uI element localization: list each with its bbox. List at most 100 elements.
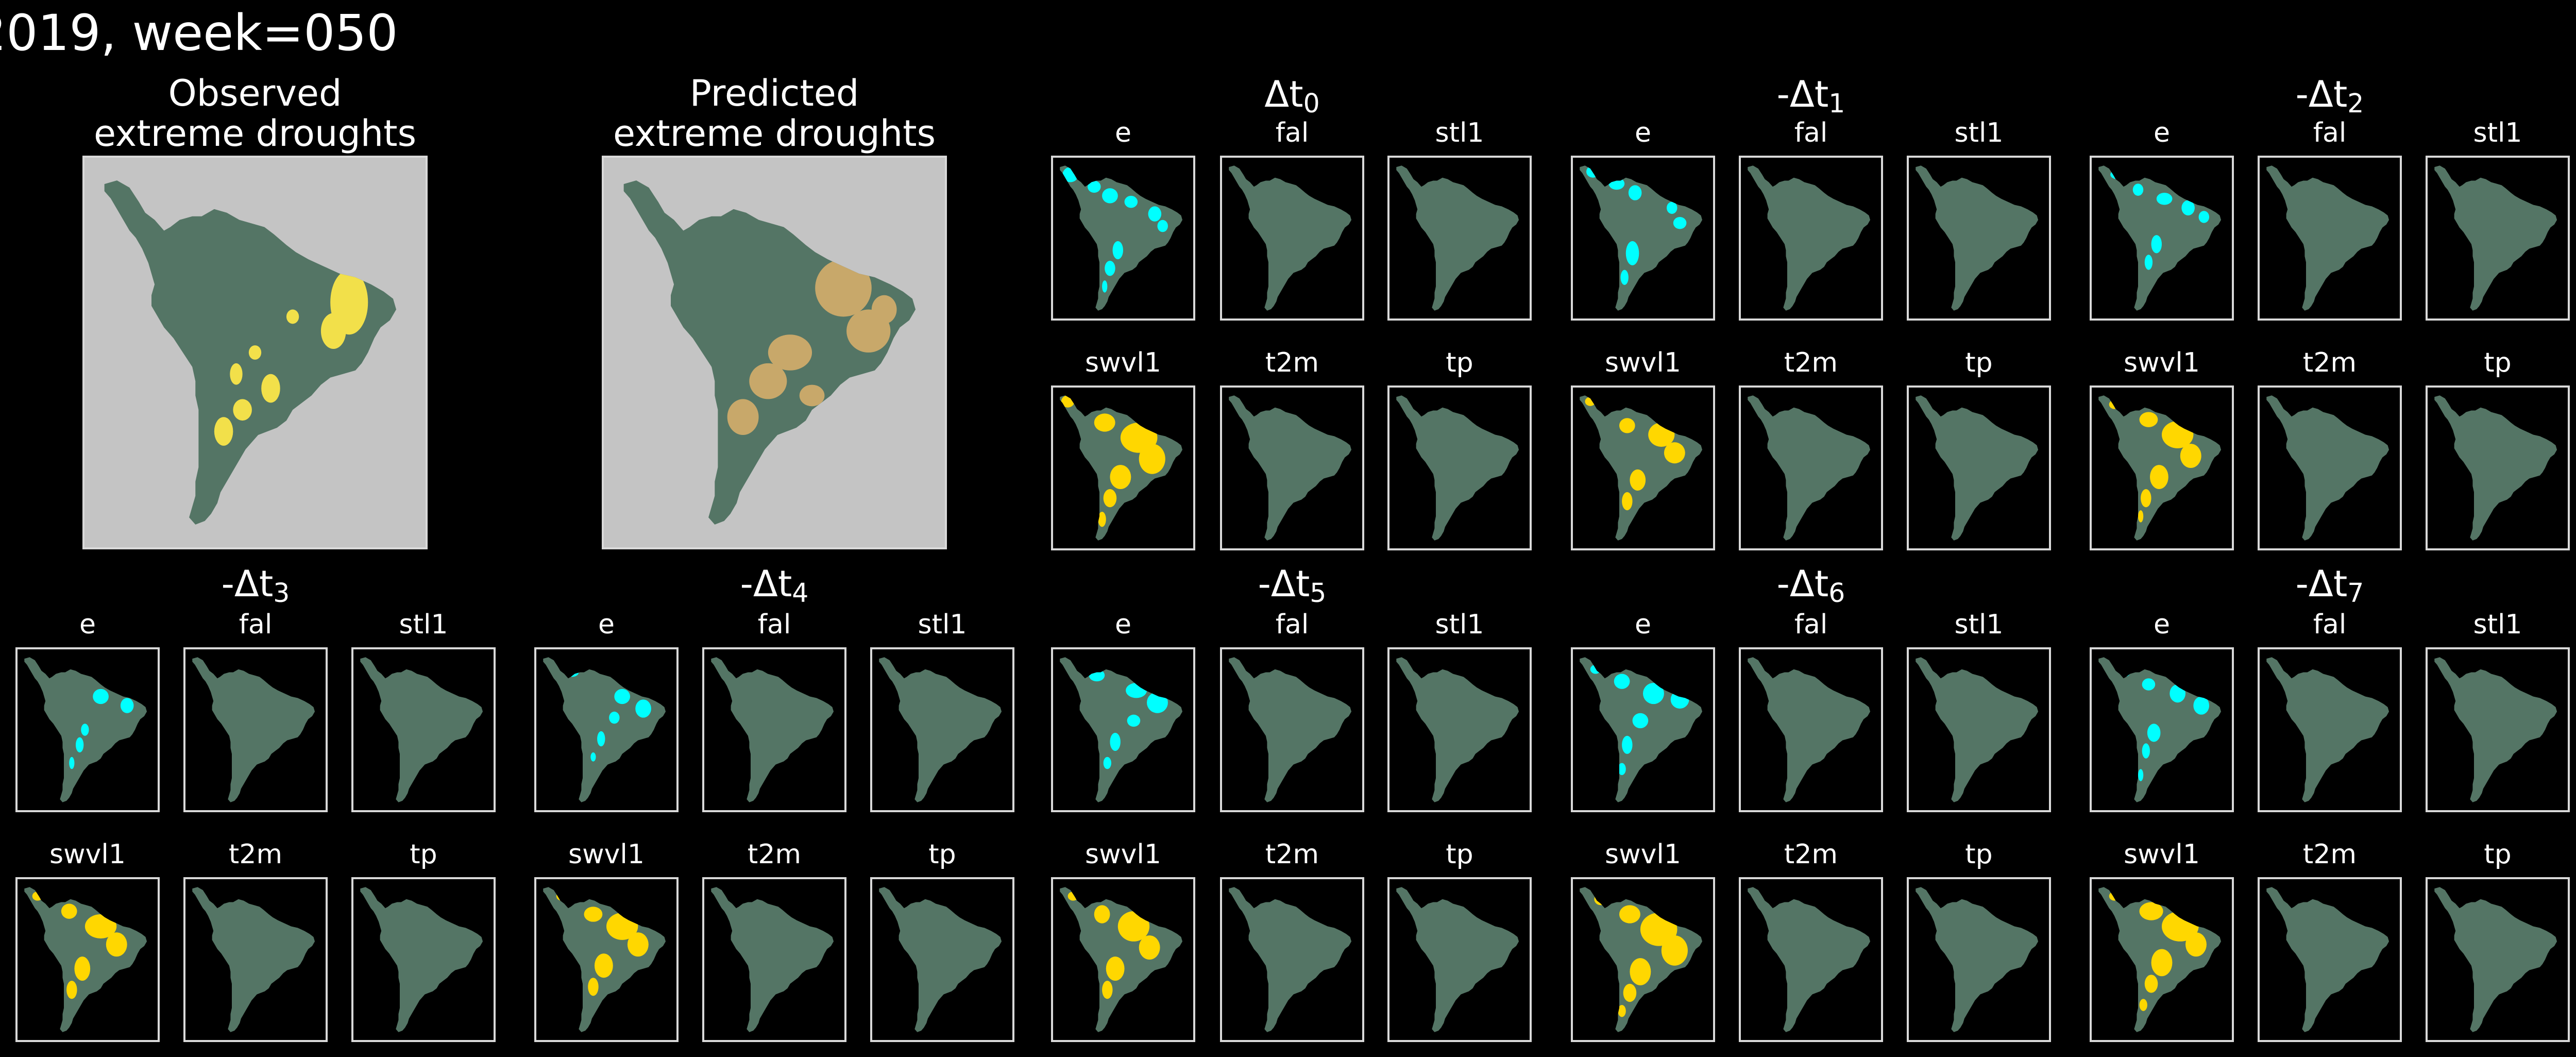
south-america-landmass <box>1748 887 1871 1032</box>
map-panel-t2m <box>1739 385 1883 550</box>
variable-label: e <box>2154 118 2170 148</box>
drought-highlight-region <box>1632 713 1649 729</box>
drought-highlight-region <box>1110 465 1131 490</box>
map-panel-stl1 <box>1907 156 2051 321</box>
south-america-landmass <box>879 657 1002 802</box>
south-america-landmass <box>1396 165 1519 311</box>
time-lag-index: 1 <box>1828 88 1845 119</box>
map-panel-swvl1 <box>1571 877 1715 1042</box>
drought-highlight-region <box>214 417 233 446</box>
drought-highlight-region <box>248 345 262 360</box>
map-panel-tp <box>1387 385 1532 550</box>
drought-highlight-region <box>2144 255 2153 270</box>
drought-highlight-region <box>1098 512 1106 527</box>
drought-highlight-region <box>1625 241 1639 265</box>
time-lag-index: 5 <box>1310 578 1327 609</box>
map-panel-e <box>1051 156 1195 321</box>
drought-highlight-region <box>1106 957 1125 981</box>
variable-label: fal <box>2313 609 2347 640</box>
drought-highlight-region <box>627 932 649 957</box>
drought-highlight-region <box>2141 489 2151 508</box>
variable-label: e <box>598 609 615 640</box>
drought-highlight-region <box>1618 763 1626 775</box>
map-panel-swvl1 <box>2090 877 2234 1042</box>
drought-highlight-region <box>815 259 872 317</box>
drought-highlight-region <box>609 711 620 724</box>
drought-highlight-region <box>768 334 812 371</box>
south-america-landmass <box>2434 395 2557 541</box>
map-panel-tp <box>351 877 496 1042</box>
variable-label: stl1 <box>1435 118 1484 148</box>
time-lag-index: 7 <box>2347 578 2364 609</box>
map-panel-swvl1 <box>1571 385 1715 550</box>
variable-label: t2m <box>1265 839 1319 870</box>
variable-label: tp <box>928 839 956 870</box>
south-america-landmass <box>360 657 483 802</box>
variable-label: fal <box>1275 609 1309 640</box>
time-lag-symbol: -Δt <box>1776 73 1829 115</box>
variable-label: tp <box>1965 347 1993 378</box>
drought-highlight-region <box>2132 183 2144 196</box>
map-panel-tp <box>1387 877 1532 1042</box>
time-lag-title: -Δt5 <box>1258 566 1327 606</box>
map-panel-tp <box>1907 877 2051 1042</box>
map-panel-fal <box>2258 156 2402 321</box>
drought-highlight-region <box>120 698 134 713</box>
drought-highlight-region <box>66 981 77 999</box>
time-lag-symbol: -Δt <box>2295 563 2348 605</box>
south-america-landmass <box>1916 165 2039 311</box>
variable-label: tp <box>1965 839 1993 870</box>
variable-label: swvl1 <box>1085 839 1161 870</box>
map-panel-fal <box>702 647 846 812</box>
time-lag-index: 3 <box>273 578 290 609</box>
map-panel-t2m <box>1220 385 1364 550</box>
time-lag-title: -Δt3 <box>222 566 290 606</box>
map-panel-fal <box>1220 156 1364 321</box>
drought-highlight-region <box>1102 280 1108 293</box>
variable-label: t2m <box>1784 347 1838 378</box>
map-panel-t2m <box>1739 877 1883 1042</box>
panel-title-line1: Observed <box>168 72 342 114</box>
panel-title-line2: extreme droughts <box>613 112 936 155</box>
south-america-landmass <box>1396 887 1519 1032</box>
time-lag-index: 4 <box>792 578 809 609</box>
drought-highlight-region <box>1148 206 1162 222</box>
map-panel-stl1 <box>1387 156 1532 321</box>
drought-highlight-region <box>84 914 117 938</box>
map-panel-t2m <box>2258 385 2402 550</box>
time-lag-title: -Δt7 <box>2296 566 2364 606</box>
south-america-landmass <box>1916 887 2039 1032</box>
drought-highlight-region <box>93 689 109 704</box>
drought-highlight-region <box>2138 769 2144 781</box>
drought-highlight-region <box>1661 935 1688 966</box>
variable-label: t2m <box>228 839 283 870</box>
variable-label: swvl1 <box>1605 347 1681 378</box>
panel-title-line2: extreme droughts <box>93 112 417 155</box>
map-panel-tp <box>2426 385 2570 550</box>
time-lag-title: -Δt2 <box>2296 76 2364 116</box>
drought-highlight-region <box>635 699 651 718</box>
south-america-landmass <box>1229 395 1352 541</box>
south-america-landmass <box>1748 165 1871 311</box>
drought-highlight-region <box>799 384 825 407</box>
map-panel-e <box>15 647 160 812</box>
south-america-landmass <box>879 887 1002 1032</box>
south-america-landmass <box>711 657 834 802</box>
drought-highlight-region <box>1117 911 1150 942</box>
drought-highlight-region <box>2151 235 2162 254</box>
drought-highlight-region <box>1102 981 1113 999</box>
south-america-landmass <box>192 887 315 1032</box>
time-lag-title: -Δt4 <box>740 566 809 606</box>
drought-highlight-region <box>1103 489 1117 508</box>
variable-label: e <box>1635 609 1651 640</box>
south-america-landmass <box>2434 165 2557 311</box>
south-america-landmass <box>2434 657 2557 802</box>
map-panel-stl1 <box>351 647 496 812</box>
drought-highlight-region <box>1623 983 1637 1002</box>
drought-highlight-region <box>1630 469 1646 491</box>
drought-highlight-region <box>2138 510 2144 523</box>
map-panel-stl1 <box>2426 647 2570 812</box>
variable-label: swvl1 <box>49 839 126 870</box>
drought-highlight-region <box>1127 714 1141 727</box>
south-america-landmass <box>360 887 483 1032</box>
